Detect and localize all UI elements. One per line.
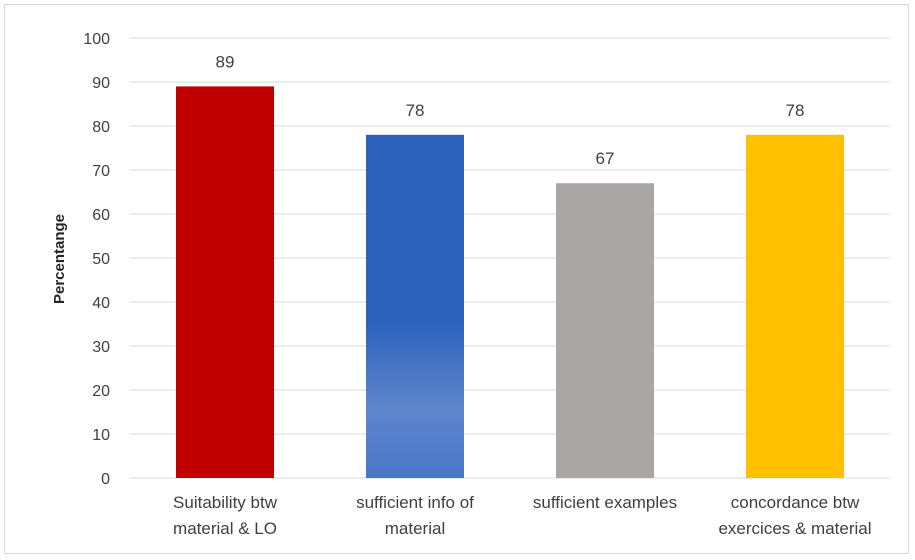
data-label-2: 78 [406,101,425,120]
bar-3 [556,183,654,478]
y-axis-ticks: 0 10 20 30 40 50 60 70 80 90 100 [83,31,110,488]
y-tick-label-10: 10 [92,427,110,444]
category-label-3: sufficient examples [533,493,677,512]
y-tick-label-50: 50 [92,251,110,268]
bar-2 [366,134,464,479]
y-tick-label-60: 60 [92,207,110,224]
category-label-2: sufficient info of material [356,493,474,538]
y-axis-title: Percentange [51,214,68,304]
y-tick-label-0: 0 [101,471,110,488]
y-tick-label-70: 70 [92,163,110,180]
category-label-4: concordance btw exercices & material [718,493,871,538]
y-tick-label-80: 80 [92,119,110,136]
y-tick-label-100: 100 [83,31,110,48]
bar-4 [746,134,844,479]
y-tick-label-90: 90 [92,75,110,92]
data-labels: 89 78 67 78 [216,52,805,168]
y-tick-label-40: 40 [92,295,110,312]
category-labels: Suitability btw material & LO sufficient i… [173,493,872,538]
y-tick-label-20: 20 [92,383,110,400]
data-label-1: 89 [216,52,235,71]
bars [176,86,844,479]
data-label-4: 78 [786,101,805,120]
y-tick-label-30: 30 [92,339,110,356]
bar-1 [176,86,274,479]
category-label-1: Suitability btw material & LO [173,493,278,538]
data-label-3: 67 [596,149,615,168]
